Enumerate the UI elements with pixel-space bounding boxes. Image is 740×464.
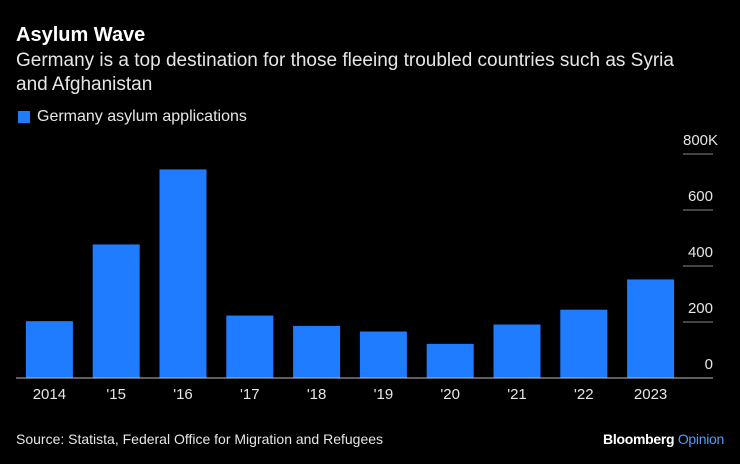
credit-suffix: Opinion bbox=[677, 431, 724, 447]
x-tick-label: '22 bbox=[574, 386, 594, 403]
y-tick-label: 200 bbox=[688, 300, 713, 317]
x-tick-label: '15 bbox=[106, 386, 126, 403]
legend: Germany asylum applications bbox=[18, 108, 247, 126]
bar bbox=[493, 324, 541, 378]
chart-title: Asylum Wave bbox=[16, 24, 146, 46]
y-tick-label: 0 bbox=[705, 356, 713, 373]
y-tick-label: 400 bbox=[688, 244, 713, 261]
y-tick-label: 800K bbox=[683, 132, 718, 149]
bar bbox=[25, 321, 73, 378]
x-tick-label: 2014 bbox=[33, 386, 66, 403]
credit: Bloomberg Opinion bbox=[603, 431, 724, 447]
x-tick-label: '17 bbox=[240, 386, 260, 403]
x-tick-label: '19 bbox=[374, 386, 394, 403]
bar bbox=[560, 309, 608, 378]
legend-label: Germany asylum applications bbox=[37, 108, 247, 125]
x-tick-label: 2023 bbox=[634, 386, 667, 403]
x-tick-label: '16 bbox=[173, 386, 193, 403]
x-tick-label: '18 bbox=[307, 386, 327, 403]
x-tick-label: '20 bbox=[440, 386, 460, 403]
bar bbox=[92, 244, 140, 378]
source: Source: Statista, Federal Office for Mig… bbox=[16, 431, 384, 447]
legend-swatch bbox=[18, 111, 30, 123]
x-tick-label: '21 bbox=[507, 386, 527, 403]
bar bbox=[627, 279, 675, 378]
chart-subtitle: Germany is a top destination for those f… bbox=[16, 50, 674, 95]
bar bbox=[159, 169, 207, 378]
bar bbox=[226, 315, 274, 378]
bar bbox=[426, 343, 474, 378]
bar bbox=[293, 325, 341, 378]
bar bbox=[359, 331, 407, 378]
credit-brand: Bloomberg bbox=[603, 431, 675, 447]
y-tick-label: 600 bbox=[688, 188, 713, 205]
